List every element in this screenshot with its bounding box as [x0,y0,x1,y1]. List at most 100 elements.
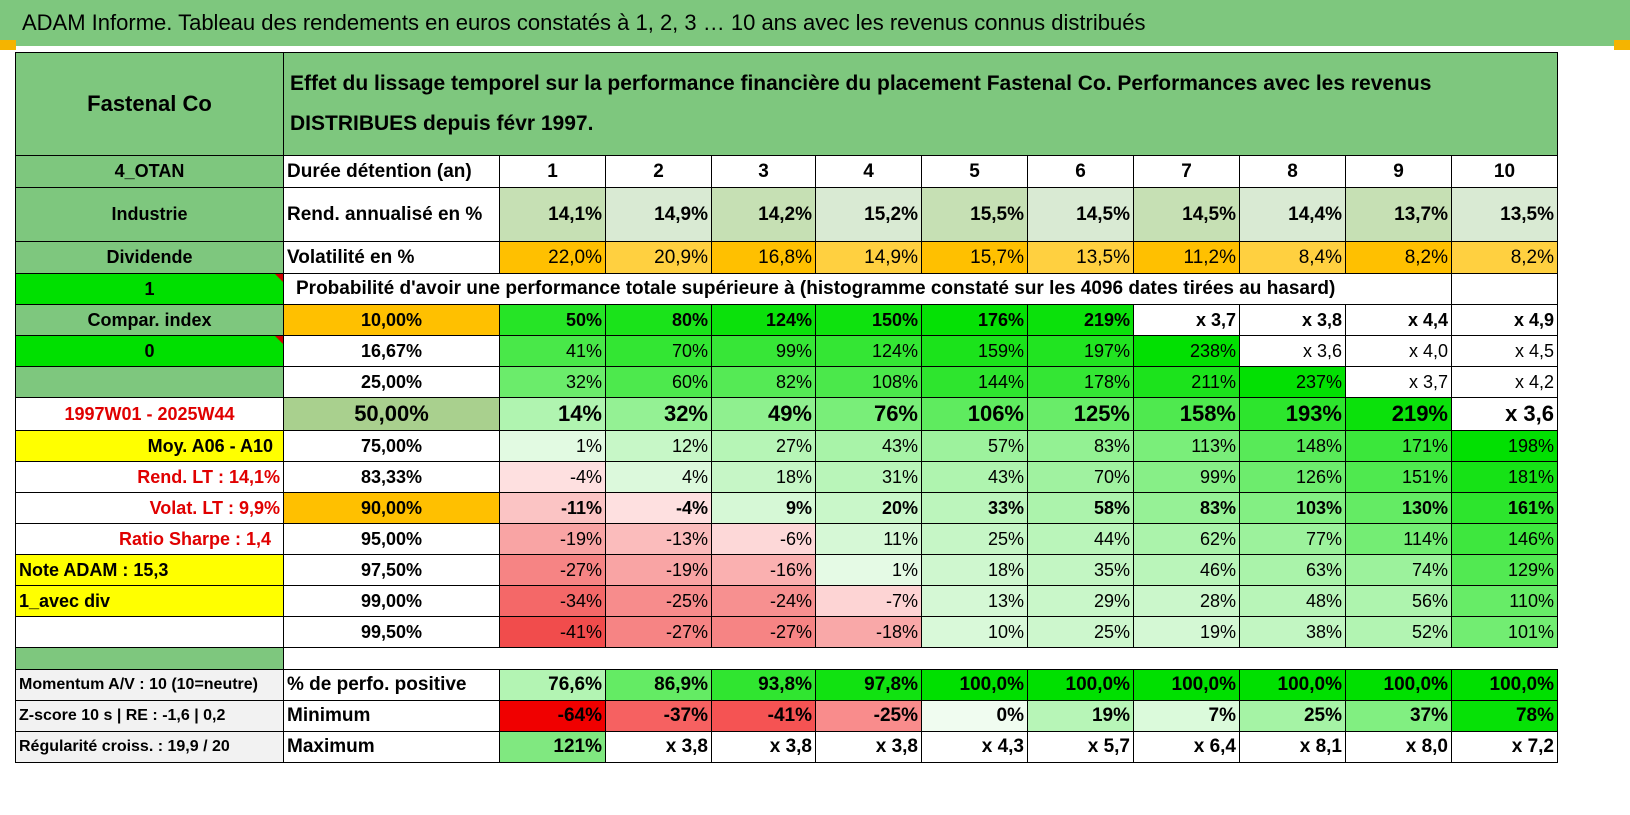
rend-value: 14,4% [1239,187,1346,242]
corner-marker [1614,40,1630,50]
probability-value: x 3,6 [1239,335,1346,367]
min-value: 7% [1133,700,1240,732]
bottom-label-cell: Régularité croiss. : 19,9 / 20 [15,731,284,763]
vol-value: 13,5% [1027,241,1134,274]
sector-cell: Industrie [15,187,284,242]
min-value: 78% [1451,700,1558,732]
quantile-cell: 99,50% [283,616,500,648]
left-label-cell: Rend. LT : 14,1% [15,461,284,493]
pos-value: 100,0% [1345,669,1452,701]
bottom-row-label: Minimum [283,700,500,732]
probability-value: 27% [711,430,816,462]
probability-value: 103% [1239,492,1346,524]
probability-value: 82% [711,366,816,398]
probability-value: -11% [499,492,606,524]
probability-value: 32% [499,366,606,398]
probability-value: 148% [1239,430,1346,462]
bottom-label-cell: Z-score 10 s | RE : -1,6 | 0,2 [15,700,284,732]
quantile-cell: 50,00% [283,397,500,431]
probability-value: 50% [499,304,606,336]
probability-value: 113% [1133,430,1240,462]
probability-value: 181% [1451,461,1558,493]
pos-value: 76,6% [499,669,606,701]
vol-value: 8,2% [1345,241,1452,274]
report-title: ADAM Informe. Tableau des rendements en … [22,10,1146,35]
probability-value: -27% [711,616,816,648]
left-label-cell: Ratio Sharpe : 1,4 [15,523,284,555]
performance-table: Fastenal Co Effet du lissage temporel su… [15,52,1558,763]
probability-value: 13% [921,585,1028,617]
vol-value: 8,4% [1239,241,1346,274]
pos-value: 93,8% [711,669,816,701]
probability-value: 197% [1027,335,1134,367]
probability-value: 11% [815,523,922,555]
probability-value: 10% [921,616,1028,648]
probability-value: 70% [1027,461,1134,493]
max-value: x 3,8 [605,731,712,763]
duration-header: 9 [1345,155,1452,188]
probability-value: -25% [605,585,712,617]
left-label-cell [15,366,284,398]
quantile-cell: 25,00% [283,366,500,398]
duration-header: 8 [1239,155,1346,188]
max-value: x 8,0 [1345,731,1452,763]
pos-value: 97,8% [815,669,922,701]
pos-value: 100,0% [1239,669,1346,701]
left-label-cell: Compar. index [15,304,284,336]
probability-value: x 3,7 [1345,366,1452,398]
probability-value: 70% [605,335,712,367]
vol-value: 15,7% [921,241,1028,274]
probability-value: x 4,9 [1451,304,1558,336]
prob-header: Probabilité d'avoir une performance tota… [283,273,1346,305]
probability-value: 28% [1133,585,1240,617]
duration-header: 2 [605,155,712,188]
left-label-cell: 0 [15,335,284,367]
probability-value: 110% [1451,585,1558,617]
rend-value: 14,2% [711,187,816,242]
probability-value: 58% [1027,492,1134,524]
title-bar: ADAM Informe. Tableau des rendements en … [0,0,1630,46]
vol-value: 14,9% [815,241,922,274]
pos-value: 86,9% [605,669,712,701]
probability-value: 18% [711,461,816,493]
probability-value: 146% [1451,523,1558,555]
min-value: 37% [1345,700,1452,732]
bottom-label-cell: Momentum A/V : 10 (10=neutre) [15,669,284,701]
probability-value: -34% [499,585,606,617]
rend-value: 14,5% [1027,187,1134,242]
rend-value: 14,1% [499,187,606,242]
probability-value: -6% [711,523,816,555]
vol-value: 22,0% [499,241,606,274]
probability-value: -19% [499,523,606,555]
probability-value: 43% [815,430,922,462]
probability-value: 108% [815,366,922,398]
probability-value: 12% [605,430,712,462]
quantile-cell: 83,33% [283,461,500,493]
min-value: -41% [711,700,816,732]
probability-value: 198% [1451,430,1558,462]
empty-cell [1345,273,1452,305]
pos-value: 100,0% [921,669,1028,701]
probability-value: 1% [815,554,922,586]
left-label-cell: Note ADAM : 15,3 [15,554,284,586]
probability-value: x 4,5 [1451,335,1558,367]
duration-header: 6 [1027,155,1134,188]
rend-value: 15,5% [921,187,1028,242]
probability-value: 124% [815,335,922,367]
duration-header: 3 [711,155,816,188]
bottom-row-label: % de perfo. positive [283,669,500,701]
pos-value: 100,0% [1451,669,1558,701]
max-value: 121% [499,731,606,763]
probability-value: x 4,2 [1451,366,1558,398]
probability-value: -24% [711,585,816,617]
probability-value: -13% [605,523,712,555]
probability-value: 219% [1345,397,1452,431]
min-value: -64% [499,700,606,732]
probability-value: x 3,8 [1239,304,1346,336]
max-value: x 4,3 [921,731,1028,763]
probability-value: 1% [499,430,606,462]
probability-value: 129% [1451,554,1558,586]
pos-value: 100,0% [1027,669,1134,701]
fund-name-cell: Fastenal Co [15,52,284,156]
probability-value: 33% [921,492,1028,524]
